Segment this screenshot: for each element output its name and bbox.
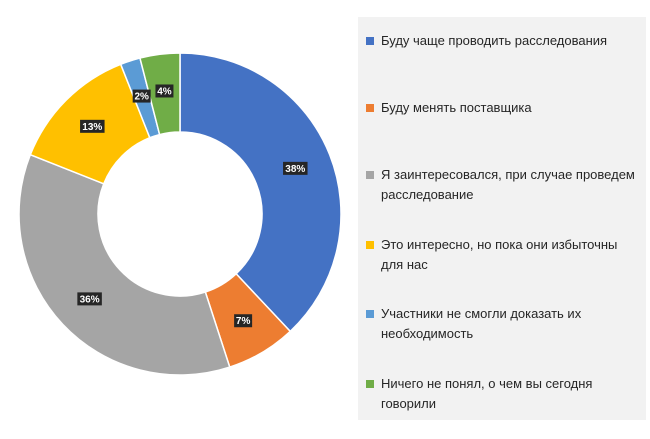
legend-swatch: [366, 104, 374, 112]
slice-frequent-investigations: [179, 52, 342, 333]
legend: Буду чаще проводить расследования Буду м…: [358, 17, 646, 420]
data-label-not-proven: 2%: [132, 89, 151, 103]
slice-interested: [18, 153, 231, 376]
data-label-background: [80, 119, 105, 133]
data-label-text: 4%: [157, 86, 172, 97]
legend-item-did-not-understand: Ничего не понял, о чем вы сегодня говори…: [366, 374, 642, 414]
data-label-background: [234, 314, 253, 328]
data-label-text: 7%: [236, 316, 251, 327]
data-label-change-supplier: 7%: [234, 314, 253, 328]
legend-label: Буду чаще проводить расследования: [381, 33, 608, 48]
legend-item-not-proven: Участники не смогли доказать их необходи…: [366, 304, 642, 344]
data-label-text: 13%: [82, 122, 102, 133]
data-label-frequent-investigations: 38%: [283, 161, 308, 175]
legend-swatch: [366, 171, 374, 179]
legend-swatch: [366, 310, 374, 318]
data-label-text: 38%: [285, 164, 305, 175]
data-label-background: [77, 292, 102, 306]
data-label-text: 36%: [80, 294, 100, 305]
legend-label: Участники не смогли доказать их необходи…: [381, 306, 582, 341]
data-label-interested: 36%: [77, 292, 102, 306]
slice-data-labels: 38% 7% 36% 13% 2% 4%: [77, 84, 308, 328]
legend-item-interested: Я заинтересовался, при случае проведем р…: [366, 165, 642, 205]
legend-swatch: [366, 241, 374, 249]
legend-label: Это интересно, но пока они избыточны для…: [381, 237, 618, 272]
legend-label: Буду менять поставщика: [381, 100, 532, 115]
legend-item-excessive: Это интересно, но пока они избыточны для…: [366, 235, 642, 275]
data-label-background: [155, 84, 174, 98]
data-label-did-not-understand: 4%: [155, 84, 174, 98]
donut-chart: 38% 7% 36% 13% 2% 4%: [18, 52, 342, 376]
data-label-excessive: 13%: [80, 119, 105, 133]
legend-label: Я заинтересовался, при случае проведем р…: [381, 167, 635, 202]
legend-label: Ничего не понял, о чем вы сегодня говори…: [381, 376, 593, 411]
legend-swatch: [366, 37, 374, 45]
legend-item-frequent-investigations: Буду чаще проводить расследования: [366, 31, 642, 51]
donut-slices: [18, 52, 342, 376]
data-label-background: [283, 161, 308, 175]
data-label-text: 2%: [134, 92, 149, 103]
data-label-background: [132, 89, 151, 103]
legend-swatch: [366, 380, 374, 388]
legend-item-change-supplier: Буду менять поставщика: [366, 98, 642, 118]
